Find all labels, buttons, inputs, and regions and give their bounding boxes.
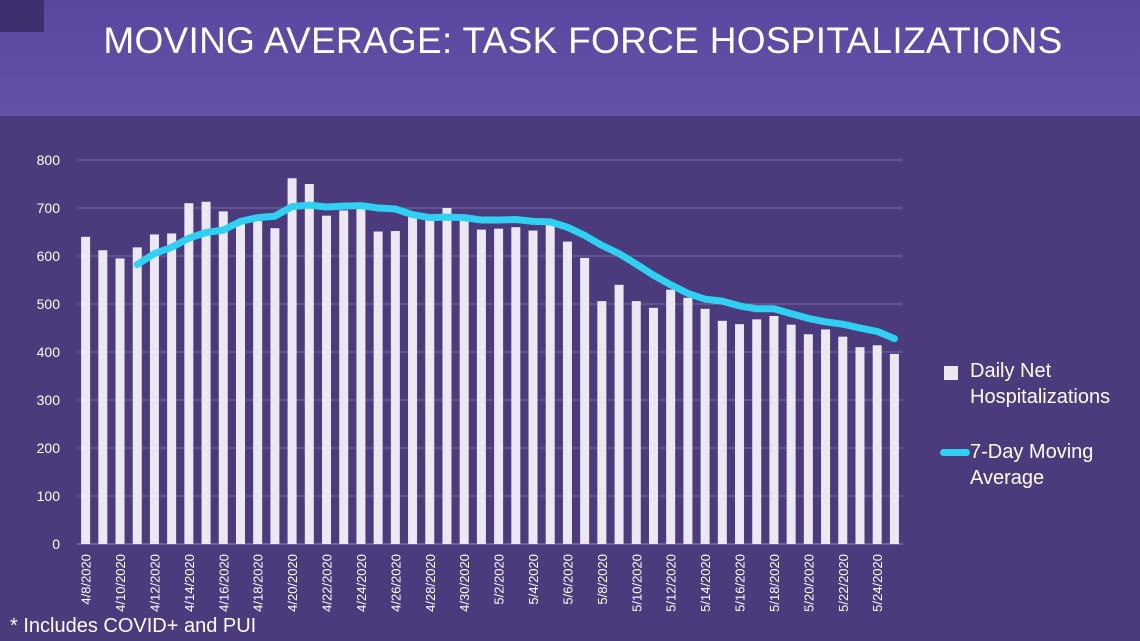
bar: [476, 229, 486, 544]
y-tick-label: 800: [37, 152, 61, 168]
bar-layer: [81, 178, 899, 545]
y-tick-label: 100: [37, 488, 61, 504]
bar: [889, 353, 899, 544]
x-tick-label: 5/22/2020: [836, 554, 851, 612]
bar: [838, 336, 848, 544]
bar: [872, 345, 882, 544]
bar: [339, 210, 349, 544]
x-tick-label: 5/24/2020: [870, 554, 885, 612]
bar: [786, 324, 796, 544]
title-bar: MOVING AVERAGE: TASK FORCE HOSPITALIZATI…: [0, 0, 1140, 116]
x-tick-label: 5/12/2020: [664, 554, 679, 612]
bar: [459, 217, 469, 544]
legend-swatch-line: [940, 449, 970, 456]
bar: [253, 220, 263, 544]
bar: [562, 241, 572, 544]
bar: [373, 231, 383, 544]
bar: [580, 257, 590, 544]
bar: [304, 184, 314, 544]
legend-label-bars: Daily Net Hospitalizations: [970, 360, 1111, 408]
y-tick-label: 400: [37, 344, 61, 360]
x-tick-label: 4/14/2020: [182, 554, 197, 612]
y-axis-ticks: 0 100 200 300 400 500 600 700 800: [37, 152, 61, 552]
y-tick-label: 600: [37, 248, 61, 264]
bar: [494, 228, 504, 544]
bar: [855, 347, 865, 544]
bar: [115, 258, 125, 544]
x-tick-label: 5/18/2020: [767, 554, 782, 612]
line-layer: [133, 201, 898, 343]
x-tick-label: 4/24/2020: [354, 554, 369, 612]
y-tick-label: 500: [37, 296, 61, 312]
bar: [735, 324, 745, 544]
x-tick-label: 5/10/2020: [629, 554, 644, 612]
x-tick-label: 4/22/2020: [320, 554, 335, 612]
x-tick-label: 5/14/2020: [698, 554, 713, 612]
bar: [597, 301, 607, 544]
y-tick-label: 300: [37, 392, 61, 408]
x-tick-label: 4/16/2020: [216, 554, 231, 612]
x-tick-label: 5/8/2020: [595, 554, 610, 605]
bar: [322, 215, 332, 544]
bar: [167, 233, 177, 544]
x-tick-label: 4/26/2020: [388, 554, 403, 612]
x-tick-label: 4/28/2020: [423, 554, 438, 612]
bar: [803, 334, 813, 544]
x-tick-label: 4/30/2020: [457, 554, 472, 612]
bar: [98, 250, 108, 545]
corner-tab: [0, 0, 44, 32]
bar: [528, 230, 538, 544]
bar: [631, 301, 641, 544]
x-tick-label: 5/6/2020: [560, 554, 575, 605]
x-axis-ticks: 4/8/2020 4/10/2020 4/12/2020 4/14/2020 4/16/…: [79, 554, 886, 612]
x-tick-label: 4/12/2020: [147, 554, 162, 612]
bar: [425, 219, 435, 544]
bar: [769, 316, 779, 544]
bar: [545, 225, 555, 544]
x-tick-label: 4/8/2020: [79, 554, 94, 605]
bar: [235, 222, 245, 544]
chart-area: 0 100 200 300 400 500 600 700 800 4/8/2020 4/10/2…: [0, 116, 1140, 641]
bar: [442, 208, 452, 544]
bar: [356, 208, 366, 544]
bar: [648, 307, 658, 544]
bar: [287, 178, 297, 545]
bar: [132, 247, 142, 545]
bar: [218, 211, 228, 545]
chart-svg: 0 100 200 300 400 500 600 700 800 4/8/2020 4/10/2…: [37, 152, 903, 612]
bar: [752, 319, 762, 544]
bar: [201, 201, 211, 544]
bar: [821, 329, 831, 544]
x-tick-label: 5/20/2020: [801, 554, 816, 612]
bar: [149, 234, 159, 544]
bar: [81, 236, 91, 545]
x-tick-label: 5/4/2020: [526, 554, 541, 605]
bar: [666, 289, 676, 544]
x-tick-label: 4/10/2020: [113, 554, 128, 612]
bar: [408, 216, 418, 544]
moving-average-line: [133, 201, 898, 343]
grid-layer: [77, 159, 903, 545]
y-tick-label: 0: [52, 536, 60, 552]
bar: [511, 227, 521, 544]
bar: [717, 320, 727, 544]
bar: [614, 284, 624, 544]
x-tick-label: 5/16/2020: [733, 554, 748, 612]
bar: [390, 231, 400, 544]
legend-label-line: 7-Day Moving Average: [970, 441, 1094, 489]
page-title: MOVING AVERAGE: TASK FORCE HOSPITALIZATI…: [103, 20, 1063, 61]
bar: [683, 297, 693, 544]
bar: [270, 228, 280, 544]
y-tick-label: 200: [37, 440, 61, 456]
x-tick-label: 4/20/2020: [285, 554, 300, 612]
legend-swatch-bar: [944, 366, 958, 380]
x-tick-label: 5/2/2020: [492, 554, 507, 605]
y-tick-label: 700: [37, 200, 61, 216]
bar: [184, 203, 194, 544]
footnote: * Includes COVID+ and PUI: [10, 615, 257, 637]
x-tick-label: 4/18/2020: [251, 554, 266, 612]
bar: [700, 308, 710, 544]
